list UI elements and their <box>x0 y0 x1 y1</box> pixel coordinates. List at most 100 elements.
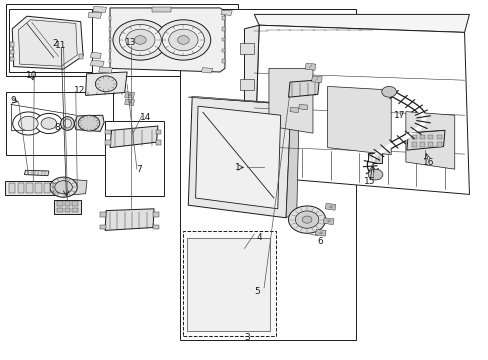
Text: 7: 7 <box>136 165 142 174</box>
Text: 9: 9 <box>11 96 17 105</box>
Text: 10: 10 <box>26 71 38 80</box>
Polygon shape <box>85 72 127 95</box>
Text: 13: 13 <box>125 38 137 47</box>
Text: 3: 3 <box>244 333 249 342</box>
Bar <box>436 135 441 139</box>
Bar <box>57 201 62 206</box>
Bar <box>79 54 83 59</box>
Bar <box>6 92 113 155</box>
Bar <box>72 201 78 206</box>
Bar <box>239 43 254 54</box>
Bar <box>411 142 416 147</box>
Bar <box>6 4 238 76</box>
Bar <box>100 225 106 229</box>
Polygon shape <box>327 86 390 155</box>
Text: 16: 16 <box>422 158 433 166</box>
Circle shape <box>125 29 155 51</box>
Bar <box>151 7 171 12</box>
Bar <box>105 121 163 196</box>
Text: 12: 12 <box>73 86 85 95</box>
Polygon shape <box>288 80 319 97</box>
Polygon shape <box>406 130 444 150</box>
Polygon shape <box>19 20 77 66</box>
Bar <box>108 59 111 63</box>
Text: 4: 4 <box>256 233 262 242</box>
Polygon shape <box>244 25 259 176</box>
Polygon shape <box>12 16 83 69</box>
Polygon shape <box>405 112 454 169</box>
Bar <box>100 212 106 217</box>
Bar <box>72 208 78 212</box>
Polygon shape <box>187 238 269 331</box>
Bar <box>57 208 62 212</box>
Text: 6: 6 <box>317 237 323 246</box>
Circle shape <box>295 211 318 228</box>
Circle shape <box>119 24 161 55</box>
Polygon shape <box>110 126 158 148</box>
Polygon shape <box>90 52 101 59</box>
Bar <box>222 16 224 20</box>
Polygon shape <box>195 106 280 209</box>
Bar <box>427 135 432 139</box>
Bar <box>222 59 224 63</box>
Circle shape <box>13 112 44 135</box>
Bar <box>183 231 276 336</box>
Bar <box>9 9 92 72</box>
Polygon shape <box>315 229 325 236</box>
Bar <box>239 151 254 162</box>
Polygon shape <box>93 6 106 13</box>
Bar <box>153 212 159 217</box>
Polygon shape <box>124 92 134 98</box>
Bar <box>222 49 224 52</box>
Circle shape <box>35 113 62 134</box>
Polygon shape <box>74 115 104 131</box>
Polygon shape <box>188 96 299 104</box>
Bar <box>9 183 15 193</box>
Circle shape <box>302 216 311 223</box>
Bar <box>26 183 33 193</box>
Bar <box>18 183 24 193</box>
Polygon shape <box>289 107 298 113</box>
Circle shape <box>55 181 72 194</box>
Text: 2: 2 <box>52 39 58 48</box>
Bar <box>108 16 111 20</box>
Polygon shape <box>221 10 232 15</box>
Polygon shape <box>285 104 299 218</box>
Polygon shape <box>254 14 468 32</box>
Circle shape <box>381 86 396 97</box>
Text: 8: 8 <box>55 123 61 132</box>
Bar <box>53 183 59 193</box>
Ellipse shape <box>63 119 71 128</box>
Bar <box>419 135 424 139</box>
Bar <box>105 130 111 134</box>
Bar <box>222 27 224 31</box>
Circle shape <box>78 115 100 131</box>
Bar <box>44 183 50 193</box>
Bar <box>64 208 70 212</box>
Circle shape <box>134 36 146 44</box>
Polygon shape <box>90 60 104 67</box>
Polygon shape <box>268 68 312 133</box>
Bar <box>411 135 416 139</box>
Bar <box>5 181 61 195</box>
Text: 15: 15 <box>364 177 375 186</box>
Polygon shape <box>305 63 315 70</box>
Circle shape <box>41 118 57 129</box>
Polygon shape <box>201 68 212 73</box>
Text: 17: 17 <box>393 112 405 120</box>
Bar <box>239 79 254 90</box>
Bar <box>64 201 70 206</box>
Polygon shape <box>124 99 134 105</box>
Bar <box>10 57 14 61</box>
Bar <box>436 142 441 147</box>
Polygon shape <box>298 104 307 110</box>
Polygon shape <box>69 179 87 195</box>
Polygon shape <box>311 76 322 83</box>
Bar <box>427 142 432 147</box>
Circle shape <box>367 169 382 180</box>
Bar <box>155 130 161 134</box>
Polygon shape <box>325 203 335 210</box>
Bar <box>108 49 111 52</box>
Polygon shape <box>24 170 49 176</box>
Polygon shape <box>110 8 224 72</box>
